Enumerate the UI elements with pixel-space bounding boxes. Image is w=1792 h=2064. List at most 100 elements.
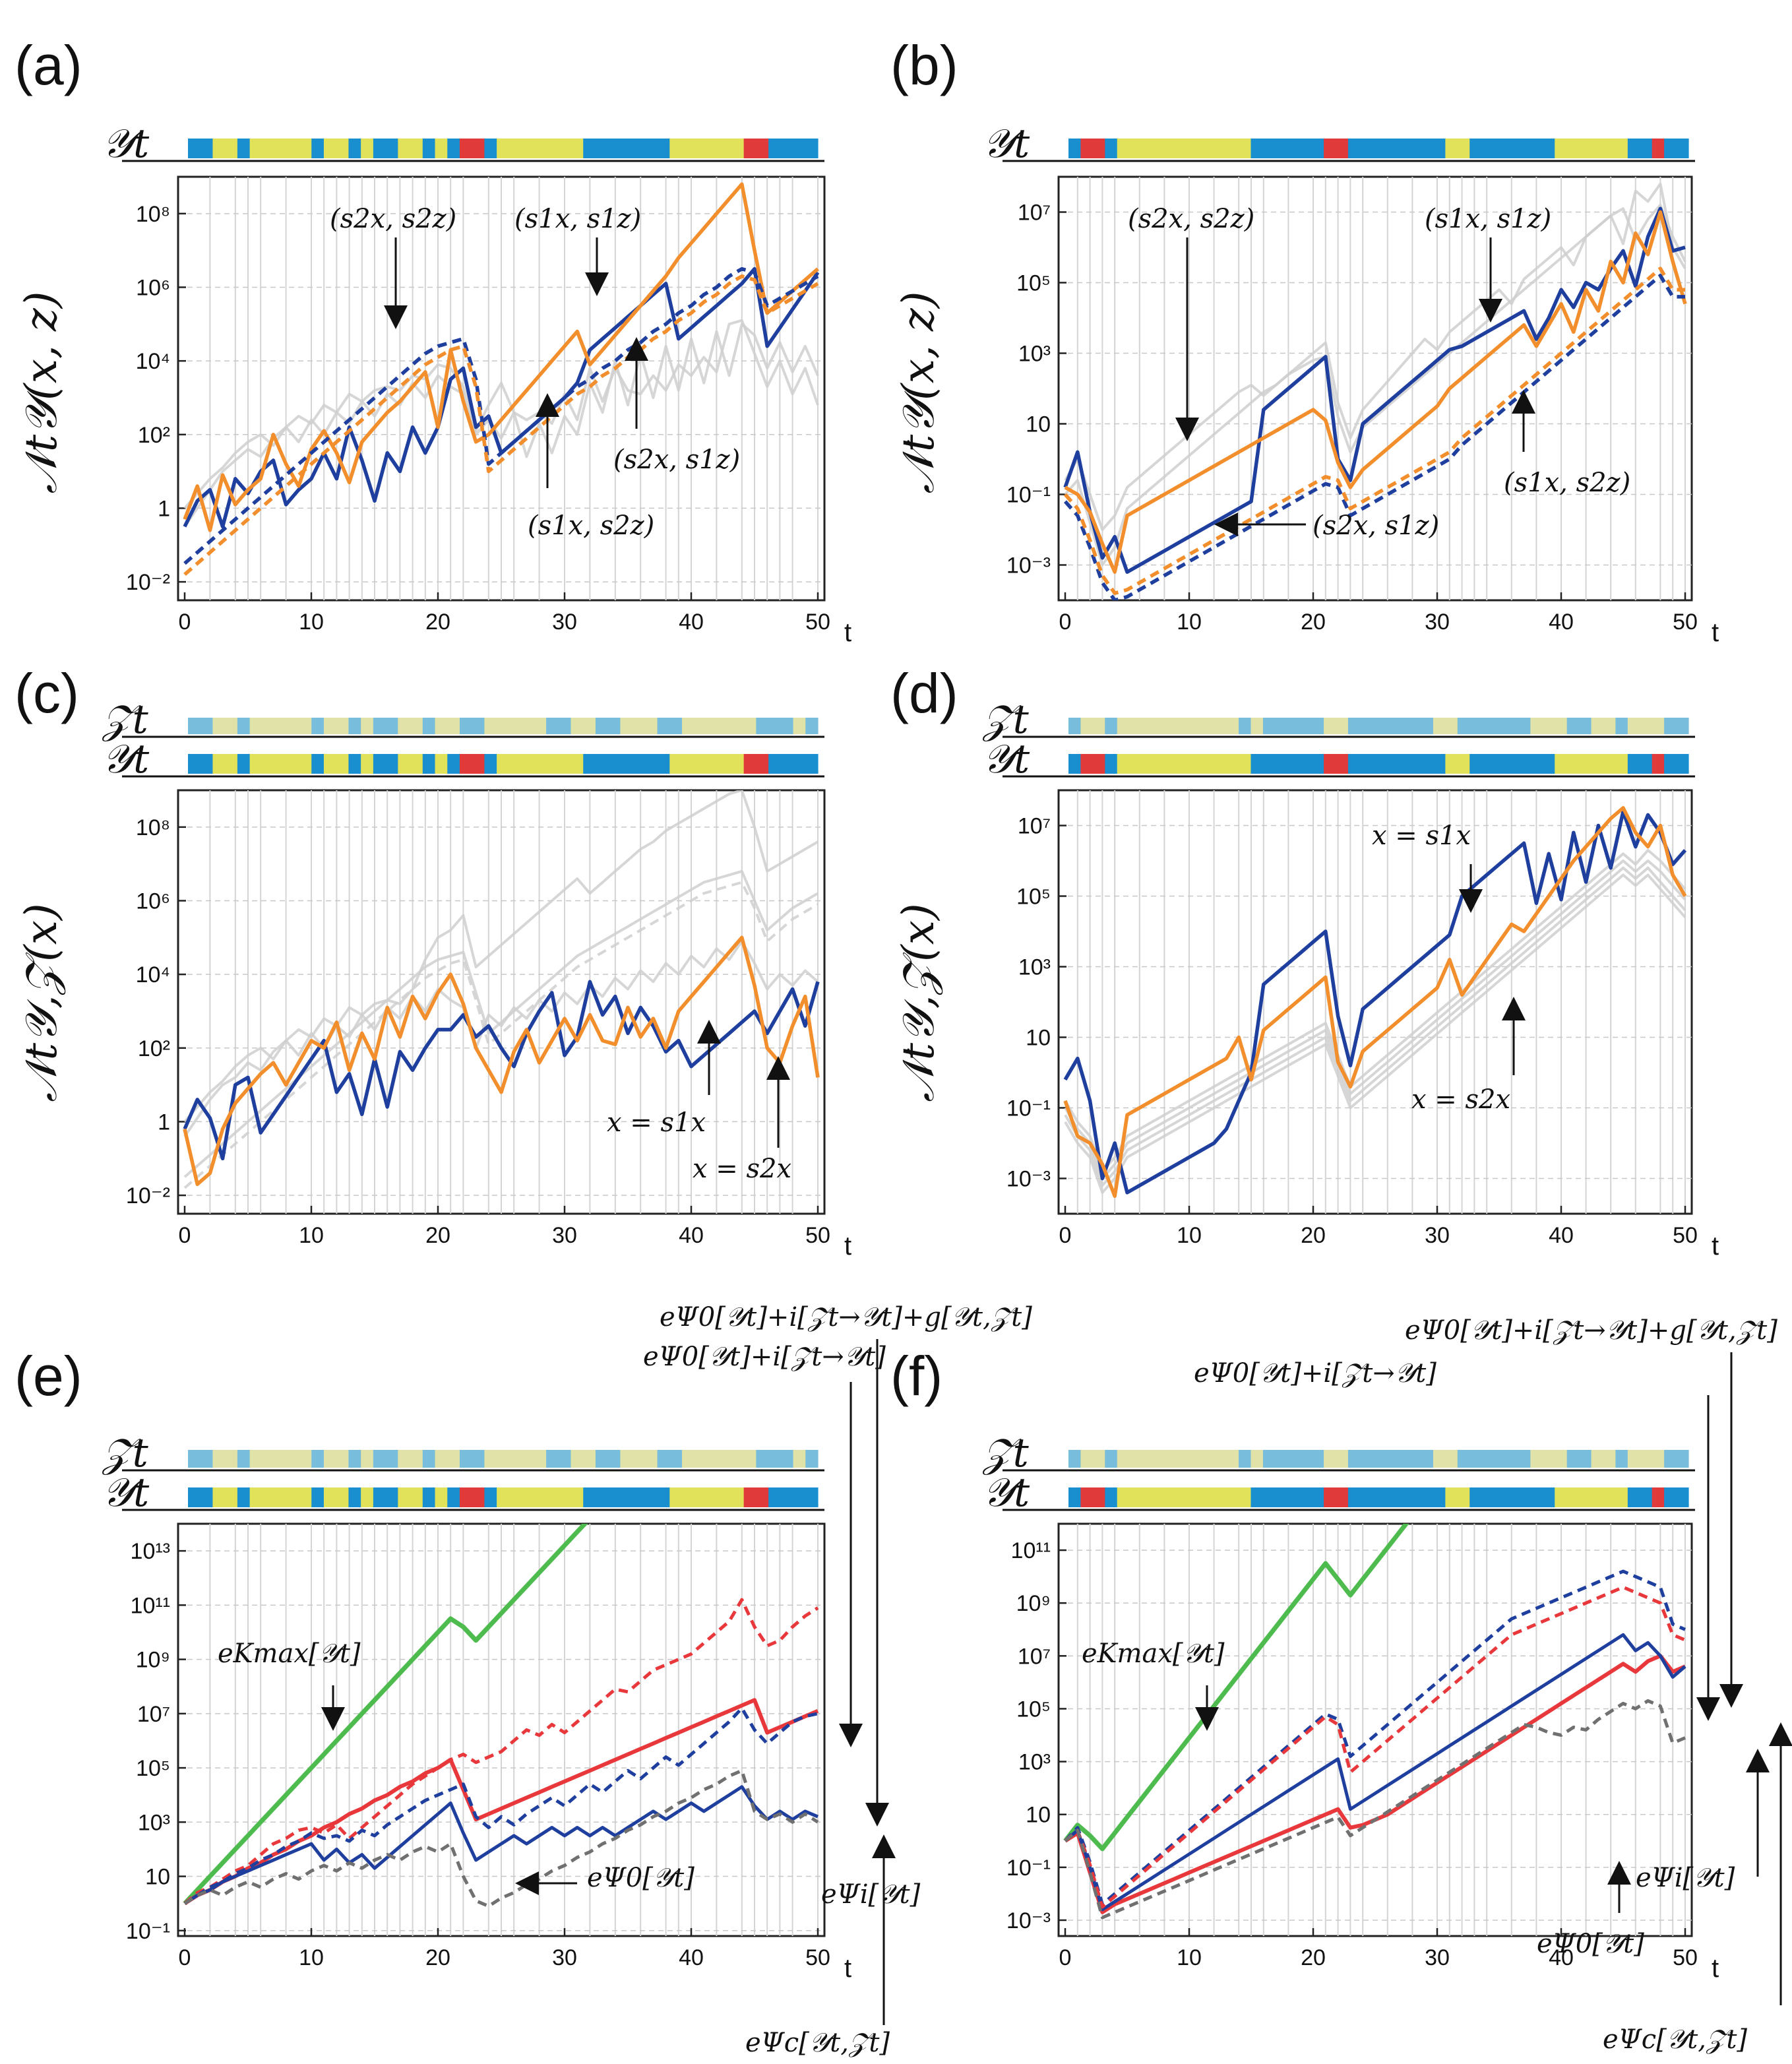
x-tick-label: 50 [1673, 1945, 1698, 1970]
strip-cell [1433, 754, 1446, 774]
strip-cell [768, 139, 782, 158]
strip-cell [1652, 718, 1665, 734]
strip-cell [249, 754, 263, 774]
x-tick-label: 50 [805, 1945, 830, 1970]
strip-cell [1627, 1450, 1640, 1468]
strip-cell [1190, 754, 1203, 774]
annotation-label: x = s2x [693, 1154, 791, 1184]
annotation-label: eΨ0[𝒴t]+i[𝒵t→𝒴t] [643, 1342, 886, 1372]
strip-cell [1627, 139, 1640, 158]
strip-cell [1336, 1487, 1349, 1507]
y-tick-label: 10⁷ [1018, 814, 1051, 839]
strip-cell [583, 1487, 596, 1507]
series-line [183, 319, 819, 509]
y-tick-label: 10⁴ [136, 962, 170, 987]
strip-cell [595, 718, 609, 734]
strip-cell [1299, 718, 1313, 734]
strip-cell [311, 1487, 324, 1507]
strip-cell [805, 1450, 819, 1468]
strip-cell [633, 718, 646, 734]
strip-cell [1542, 754, 1555, 774]
series-line [183, 266, 819, 565]
strip-cell [398, 139, 411, 158]
annotation-label: (s2x, s2z) [1128, 204, 1254, 234]
strip-cell [1384, 1487, 1398, 1507]
strip-cell [1615, 1487, 1628, 1507]
strip-cell [323, 718, 337, 734]
plot-area [1057, 789, 1693, 1215]
strip-cell [1481, 718, 1495, 734]
strip-cell [398, 754, 411, 774]
strip-cell [274, 1487, 288, 1507]
strip-cell [1360, 718, 1373, 734]
strip-cell [1275, 1450, 1288, 1468]
strip-cell [336, 139, 350, 158]
strip-cell [1627, 754, 1640, 774]
series-line [183, 323, 819, 528]
strip-cell [780, 754, 794, 774]
strip-cell [373, 754, 386, 774]
strip-cell [1469, 139, 1483, 158]
strip-cell [1421, 1450, 1434, 1468]
x-tick-label: 40 [1549, 1223, 1574, 1248]
strip-cell [1177, 1487, 1190, 1507]
y-tick-label: 10⁻¹ [1006, 1856, 1051, 1881]
strip-cell [274, 1450, 288, 1468]
strip-cell [1603, 1450, 1617, 1468]
strip-cell [1214, 754, 1227, 774]
strip-cell [1262, 139, 1276, 158]
strip-cell [1092, 1450, 1105, 1468]
strip-cell [1433, 1487, 1446, 1507]
x-tick-label: 40 [679, 1945, 704, 1970]
strip-cell [521, 1487, 534, 1507]
strip-cell [595, 1487, 609, 1507]
strip-cell [706, 139, 720, 158]
annotation-label: x = s2x [1411, 1084, 1510, 1115]
strip-cell [558, 1450, 572, 1468]
strip-cell [200, 1487, 214, 1507]
strip-cell [644, 754, 658, 774]
strip-cell [1080, 139, 1094, 158]
strip-cell [1555, 754, 1568, 774]
strip-cell [1154, 718, 1167, 734]
strip-cell [1579, 718, 1592, 734]
strip-cell [1396, 1450, 1409, 1468]
strip-cell [385, 139, 398, 158]
strip-cell [1591, 754, 1604, 774]
y-tick-label: 10 [1026, 1026, 1051, 1051]
series-line [1064, 848, 1686, 1173]
strip-cell [1542, 1487, 1555, 1507]
strip-cell [1154, 1450, 1167, 1468]
strip-cell [286, 718, 300, 734]
strip-cell [373, 1487, 386, 1507]
strip-cell [780, 718, 794, 734]
strip-cell [558, 1487, 572, 1507]
strip-cell [509, 1450, 522, 1468]
strip-cell [805, 1487, 819, 1507]
strip-cell [595, 754, 609, 774]
strip-cell [1409, 1487, 1422, 1507]
x-tick-label: 50 [1673, 610, 1698, 635]
strip-cell [1579, 139, 1592, 158]
annotation-label: eΨi[𝒴t] [821, 1879, 921, 1910]
strip-cell [780, 1487, 794, 1507]
x-tick-label: 20 [1301, 610, 1326, 635]
strip-cell [1287, 1487, 1300, 1507]
strip-cell [336, 718, 350, 734]
series-line [1064, 860, 1686, 1180]
series-group [1063, 1524, 1686, 1920]
strip-cell [1068, 1450, 1082, 1468]
strip-cell [1506, 1487, 1519, 1507]
x-axis-label: t [844, 618, 851, 647]
strip-cell [1177, 754, 1190, 774]
strip-cell [607, 754, 621, 774]
plot-area [177, 175, 826, 602]
y-tick-label: 10⁻¹ [1006, 1096, 1051, 1121]
panel-label: (a) [15, 34, 82, 96]
strip-cell [731, 1487, 745, 1507]
strip-cell [1214, 139, 1227, 158]
strip-cell [1384, 139, 1398, 158]
strip-cell [793, 1450, 806, 1468]
series-line [183, 1768, 819, 1908]
x-tick-label: 30 [552, 1223, 577, 1248]
